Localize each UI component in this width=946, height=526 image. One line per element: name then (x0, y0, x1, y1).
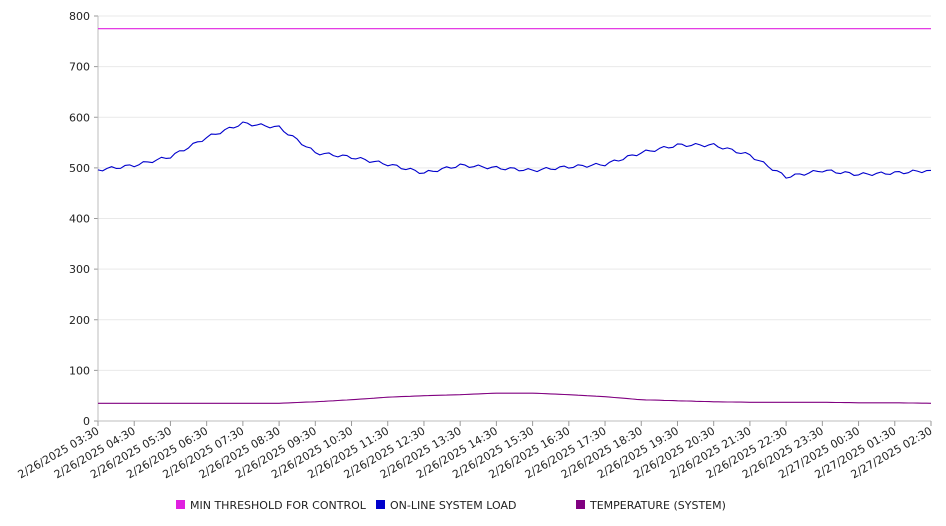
legend-swatch (576, 500, 585, 509)
series-lines (97, 28, 932, 404)
legend: MIN THRESHOLD FOR CONTROL ON-LINE SYSTEM … (176, 499, 726, 512)
y-tick-label: 600 (69, 111, 90, 124)
y-tick-label: 100 (69, 364, 90, 377)
series-line-temperature-system (98, 392, 932, 404)
legend-swatch (376, 500, 385, 509)
y-tick-label: 800 (69, 10, 90, 23)
y-tick-label: 200 (69, 314, 90, 327)
y-tick-label: 500 (69, 162, 90, 175)
grid (98, 15, 931, 371)
legend-label: TEMPERATURE (SYSTEM) (589, 499, 726, 512)
y-tick-label: 0 (83, 415, 90, 428)
legend-label: MIN THRESHOLD FOR CONTROL (190, 499, 367, 512)
x-tick-labels: 2/26/2025 03:302/26/2025 04:302/26/2025 … (16, 424, 935, 481)
series-line-on-line-system-load (97, 121, 932, 179)
y-tick-label: 300 (69, 263, 90, 276)
legend-swatch (176, 500, 185, 509)
y-tick-label: 400 (69, 213, 90, 226)
legend-label: ON-LINE SYSTEM LOAD (390, 499, 516, 512)
y-tick-label: 700 (69, 61, 90, 74)
axes: 0 100 200 300 400 500 600 700 800 (69, 10, 932, 428)
